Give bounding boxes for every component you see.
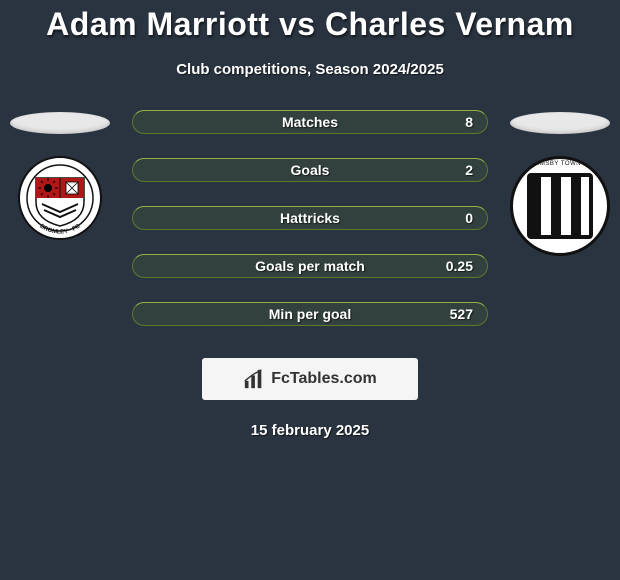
player-left-oval <box>10 112 110 134</box>
stats-column: Matches 8 Goals 2 Hattricks 0 Goals per … <box>112 110 508 326</box>
stat-value-right: 8 <box>465 114 473 130</box>
comparison-row: BROMLEY · FC Matches 8 Goals 2 Hattricks… <box>0 112 620 326</box>
player-left-column: BROMLEY · FC <box>8 112 112 240</box>
club-badge-right: GRIMSBY TOWN FC <box>510 156 610 256</box>
badge-right-text: GRIMSBY TOWN FC <box>513 161 607 167</box>
subtitle: Club competitions, Season 2024/2025 <box>0 61 620 78</box>
stat-row-goals-per-match: Goals per match 0.25 <box>132 254 488 278</box>
player-right-column: GRIMSBY TOWN FC <box>508 112 612 256</box>
player-right-oval <box>510 112 610 134</box>
stat-row-min-per-goal: Min per goal 527 <box>132 302 488 326</box>
stripes-icon <box>527 173 593 239</box>
stat-label: Goals <box>291 162 330 178</box>
stat-value-right: 2 <box>465 162 473 178</box>
stat-value-right: 527 <box>450 306 473 322</box>
bar-chart-icon <box>243 368 265 390</box>
stat-value-right: 0 <box>465 210 473 226</box>
stat-label: Hattricks <box>280 210 340 226</box>
stat-row-hattricks: Hattricks 0 <box>132 206 488 230</box>
shield-icon: BROMLEY · FC <box>10 156 110 240</box>
stat-row-matches: Matches 8 <box>132 110 488 134</box>
stat-label: Min per goal <box>269 306 351 322</box>
watermark: FcTables.com <box>202 358 418 400</box>
stat-value-right: 0.25 <box>446 258 473 274</box>
club-badge-left: BROMLEY · FC <box>10 156 110 240</box>
stat-label: Matches <box>282 114 338 130</box>
date-text: 15 february 2025 <box>0 422 620 439</box>
page-title: Adam Marriott vs Charles Vernam <box>0 0 620 43</box>
stat-label: Goals per match <box>255 258 365 274</box>
stat-row-goals: Goals 2 <box>132 158 488 182</box>
watermark-text: FcTables.com <box>271 370 377 388</box>
